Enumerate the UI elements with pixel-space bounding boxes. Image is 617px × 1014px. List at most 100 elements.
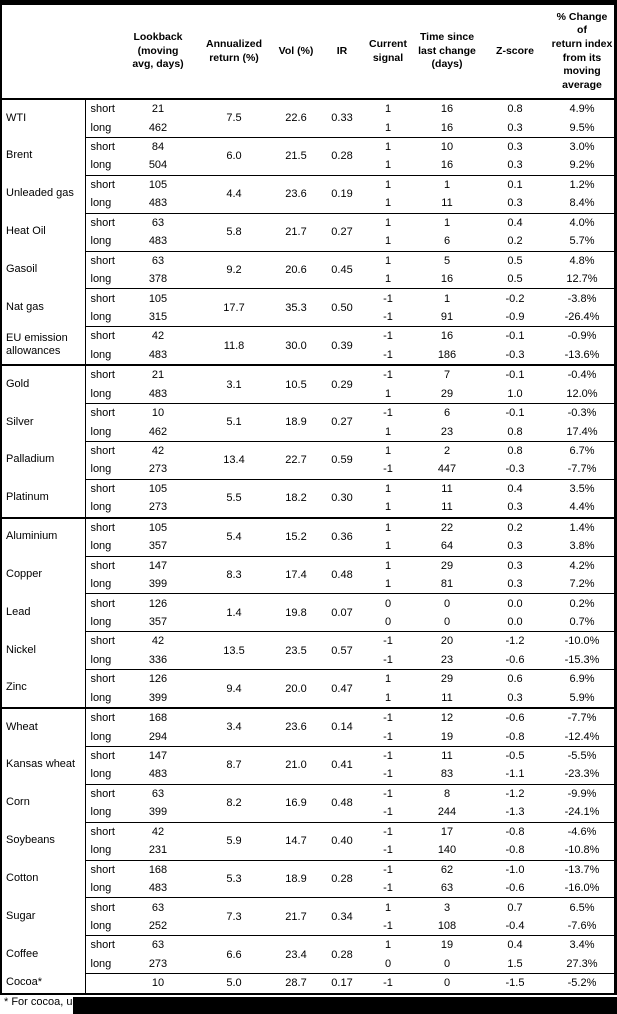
table-row: Kansas wheat short 147 8.7 21.0 0.41 -1 11 -0.5-… [2, 746, 614, 785]
horizon-cell: short [84, 99, 118, 119]
lookback-cell: 147 [148, 559, 168, 572]
horizon-cell: short [84, 479, 118, 499]
annualized-return-cell: 5.3 [198, 860, 270, 899]
table-body: WTI short 21 7.5 22.6 0.33 1 16 0.8 4.9% long 462 1 1… [2, 99, 614, 995]
pct-change-cell: -7.7% [550, 460, 614, 480]
time-since-cell: 29 [440, 559, 454, 572]
vol-cell: 28.7 [270, 973, 322, 995]
annualized-return-cell: 11.8 [198, 326, 270, 367]
z-score-cell: 0.8 [507, 103, 523, 116]
horizon-cell: short [84, 935, 118, 955]
ir-cell: 0.30 [322, 479, 362, 519]
pct-change-cell: -3.8% [567, 292, 597, 305]
header-row: Lookback (moving avg, days) Annualized r… [2, 5, 614, 100]
lookback-cell: 42 [151, 445, 165, 458]
z-score-cell: -1.1 [480, 765, 550, 785]
lookback-cell: 462 [118, 118, 198, 138]
annualized-return-cell: 8.7 [198, 746, 270, 785]
vol-cell: 16.9 [270, 784, 322, 823]
table-row: long 378 1 16 0.5 12.7% [2, 269, 614, 290]
ir-cell: 0.27 [322, 403, 362, 442]
horizon-cell: long [84, 612, 118, 633]
vol-cell: 22.6 [270, 99, 322, 138]
z-score-cell: 0.2 [480, 232, 550, 252]
pct-change-cell: 4.0% [569, 216, 595, 229]
table-row: long 399 1 81 0.3 7.2% [2, 574, 614, 595]
time-since-cell: 1 [443, 216, 451, 229]
annualized-return-cell: 3.1 [198, 365, 270, 405]
lookback-cell: 231 [118, 841, 198, 861]
ir-cell: 0.34 [322, 897, 362, 937]
horizon-cell: long [84, 498, 118, 519]
annualized-return-cell: 8.2 [198, 784, 270, 823]
table-row: long 462 1 16 0.3 9.5% [2, 118, 614, 138]
time-since-cell: 1 [443, 178, 451, 191]
table-row: long 399 1 11 0.3 5.9% [2, 688, 614, 710]
z-score-cell: -0.1 [505, 407, 525, 420]
signal-cell: 1 [362, 269, 414, 290]
time-since-cell: 10 [440, 141, 454, 154]
lookback-cell: 42 [151, 825, 165, 838]
table-header: Lookback (moving avg, days) Annualized r… [2, 5, 614, 100]
pct-change-cell: -9.9% [567, 787, 597, 800]
lookback-cell: 126 [148, 597, 168, 610]
time-since-cell: 244 [414, 803, 480, 823]
lookback-cell: 21 [151, 369, 165, 382]
horizon-cell [84, 973, 118, 995]
vol-cell: 23.6 [270, 175, 322, 214]
z-score-cell: -0.6 [480, 878, 550, 899]
lookback-cell: 168 [148, 863, 168, 876]
pct-change-cell: 3.4% [569, 939, 595, 952]
time-since-cell: 22 [440, 521, 454, 534]
z-score-cell: -0.8 [480, 841, 550, 861]
time-since-cell: 16 [414, 269, 480, 290]
signal-cell: 1 [362, 537, 414, 557]
z-score-cell: 1.0 [480, 384, 550, 404]
ir-cell: 0.40 [322, 822, 362, 861]
signal-cell: 0 [384, 597, 392, 610]
lookback-cell: 10 [118, 973, 198, 995]
horizon-cell: long [84, 537, 118, 557]
lookback-cell: 483 [118, 345, 198, 367]
z-score-cell: 0.3 [480, 118, 550, 138]
horizon-cell: long [84, 688, 118, 710]
col-header-z-score: Z-score [480, 5, 550, 100]
pct-change-cell: -16.0% [550, 878, 614, 899]
signal-cell: 0 [362, 612, 414, 633]
signal-cell: -1 [362, 765, 414, 785]
signal-cell: 1 [362, 118, 414, 138]
col-header-vol: Vol (%) [270, 5, 322, 100]
table-row: Sugar short 63 7.3 21.7 0.34 1 3 0.7 6.5% [2, 897, 614, 937]
ir-cell: 0.36 [322, 517, 362, 557]
time-since-cell: 11 [414, 688, 480, 710]
ir-cell: 0.19 [322, 175, 362, 214]
annualized-return-cell: 1.4 [198, 593, 270, 633]
lookback-cell: 336 [118, 650, 198, 671]
z-score-cell: 0.2 [507, 521, 523, 534]
signal-cell: 1 [384, 254, 392, 267]
lookback-cell: 105 [148, 178, 168, 191]
lookback-cell: 63 [151, 787, 165, 800]
time-since-cell: 6 [443, 407, 451, 420]
time-since-cell: 7 [443, 369, 451, 382]
annualized-return-cell: 9.4 [198, 669, 270, 710]
table-row: Cotton short 168 5.3 18.9 0.28 -1 62 -1.0 -13.7% [2, 860, 614, 899]
table-row: Wheat short 168 3.4 23.6 0.14 -1 12 -0.6 -7.7% [2, 708, 614, 747]
z-score-cell: 0.8 [480, 422, 550, 442]
table-row: long 399 -1 244 -1.3 -24.1% [2, 803, 614, 823]
annualized-return-cell: 6.0 [198, 137, 270, 176]
time-since-cell: 19 [414, 727, 480, 747]
table-row: long 231 -1 140 -0.8 -10.8% [2, 841, 614, 861]
table-row: long 483 -1 83 -1.1 -23.3% [2, 765, 614, 785]
vol-cell: 20.6 [270, 251, 322, 290]
signal-cell: 0 [362, 954, 414, 975]
z-score-cell: -0.4 [480, 916, 550, 937]
annualized-return-cell: 8.3 [198, 556, 270, 595]
lookback-cell: 147 [148, 750, 168, 763]
time-since-cell: 16 [440, 330, 454, 343]
annualized-return-cell: 5.5 [198, 479, 270, 519]
signal-cell: 1 [384, 673, 392, 686]
signal-cell: 1 [362, 194, 414, 214]
commodity-name-cell: Aluminium [6, 530, 58, 543]
signal-cell: -1 [362, 916, 414, 937]
